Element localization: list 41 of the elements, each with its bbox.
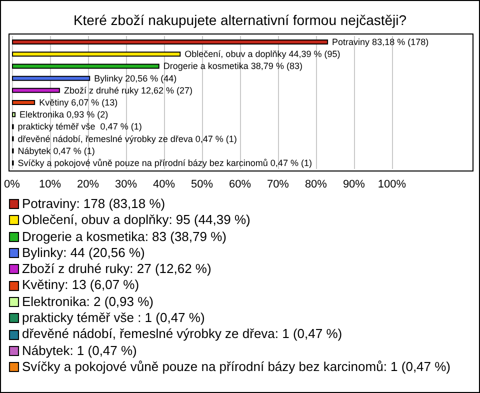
text: Oblečení, obuv a doplňky: 95 (44,39 %) bbox=[22, 212, 250, 229]
bar bbox=[12, 112, 16, 118]
x-tick-label: 50% bbox=[190, 178, 214, 190]
data-label: Květiny 6,07 % (13) bbox=[39, 98, 118, 108]
bar bbox=[12, 52, 181, 57]
data-label: Bylinky 20,56 % (44) bbox=[94, 73, 177, 84]
text: Květiny: 13 (6,07 %) bbox=[22, 277, 140, 294]
x-tick-label: 40% bbox=[152, 178, 176, 190]
bar bbox=[12, 64, 160, 69]
text: Bylinky: 44 (20,56 %) bbox=[22, 244, 145, 262]
x-tick-label: 80% bbox=[304, 178, 328, 190]
bar bbox=[12, 100, 36, 105]
text: Potraviny: 178 (83,18 %) bbox=[22, 196, 166, 212]
data-label: Potraviny 83,18 % (178) bbox=[332, 37, 429, 48]
data-label: prakticky téměř vše 0,47 % (1) bbox=[18, 122, 142, 132]
x-tick-label: 100% bbox=[378, 178, 406, 190]
text: Svíčky a pokojové vůně pouze na přírodní bázy bez karcinomů: 1 (0,47 %) bbox=[22, 358, 451, 376]
x-tick-label: 0% bbox=[4, 178, 20, 190]
data-label: Zboží z druhé ruky 12,62 % (27) bbox=[64, 85, 193, 96]
text: Zboží z druhé ruky: 27 (12,62 %) bbox=[22, 261, 212, 278]
text: dřevěné nádobí, řemeslné výrobky ze dřeva: 1 (0,47 %) bbox=[22, 326, 342, 343]
x-tick-label: 30% bbox=[114, 178, 138, 190]
x-tick-label: 90% bbox=[342, 178, 366, 190]
bar bbox=[12, 40, 328, 45]
text: prakticky téměř vše : 1 (0,47 %) bbox=[22, 310, 205, 326]
chart-title: Které zboží nakupujete alternativní formou nejčastěji? bbox=[73, 12, 407, 28]
x-tick-label: 70% bbox=[266, 178, 290, 190]
x-tick-label: 60% bbox=[228, 178, 252, 190]
x-tick-label: 20% bbox=[76, 178, 100, 190]
data-label: dřevěné nádobí, řemeslné výrobky ze dřeva 0,47 % (1) bbox=[18, 134, 237, 144]
bar bbox=[12, 76, 90, 81]
data-label: Oblečení, obuv a doplňky 44,39 % (95) bbox=[184, 49, 340, 60]
data-label: Drogerie a kosmetika 38,79 % (83) bbox=[163, 61, 302, 72]
data-label: Elektronika 0,93 % (2) bbox=[20, 110, 108, 120]
x-tick-label: 10% bbox=[38, 178, 62, 190]
bar bbox=[12, 88, 60, 93]
text: Drogerie a kosmetika: 83 (38,79 %) bbox=[22, 228, 226, 245]
data-label: Nábytek 0,47 % (1) bbox=[18, 146, 95, 156]
text: Elektronika: 2 (0,93 %) bbox=[22, 294, 154, 310]
text: Nábytek: 1 (0,47 %) bbox=[22, 342, 137, 359]
data-label: Svíčky a pokojové vůně pouze na přírodní bázy bez karcinomů 0,47 % (1) bbox=[18, 158, 312, 168]
